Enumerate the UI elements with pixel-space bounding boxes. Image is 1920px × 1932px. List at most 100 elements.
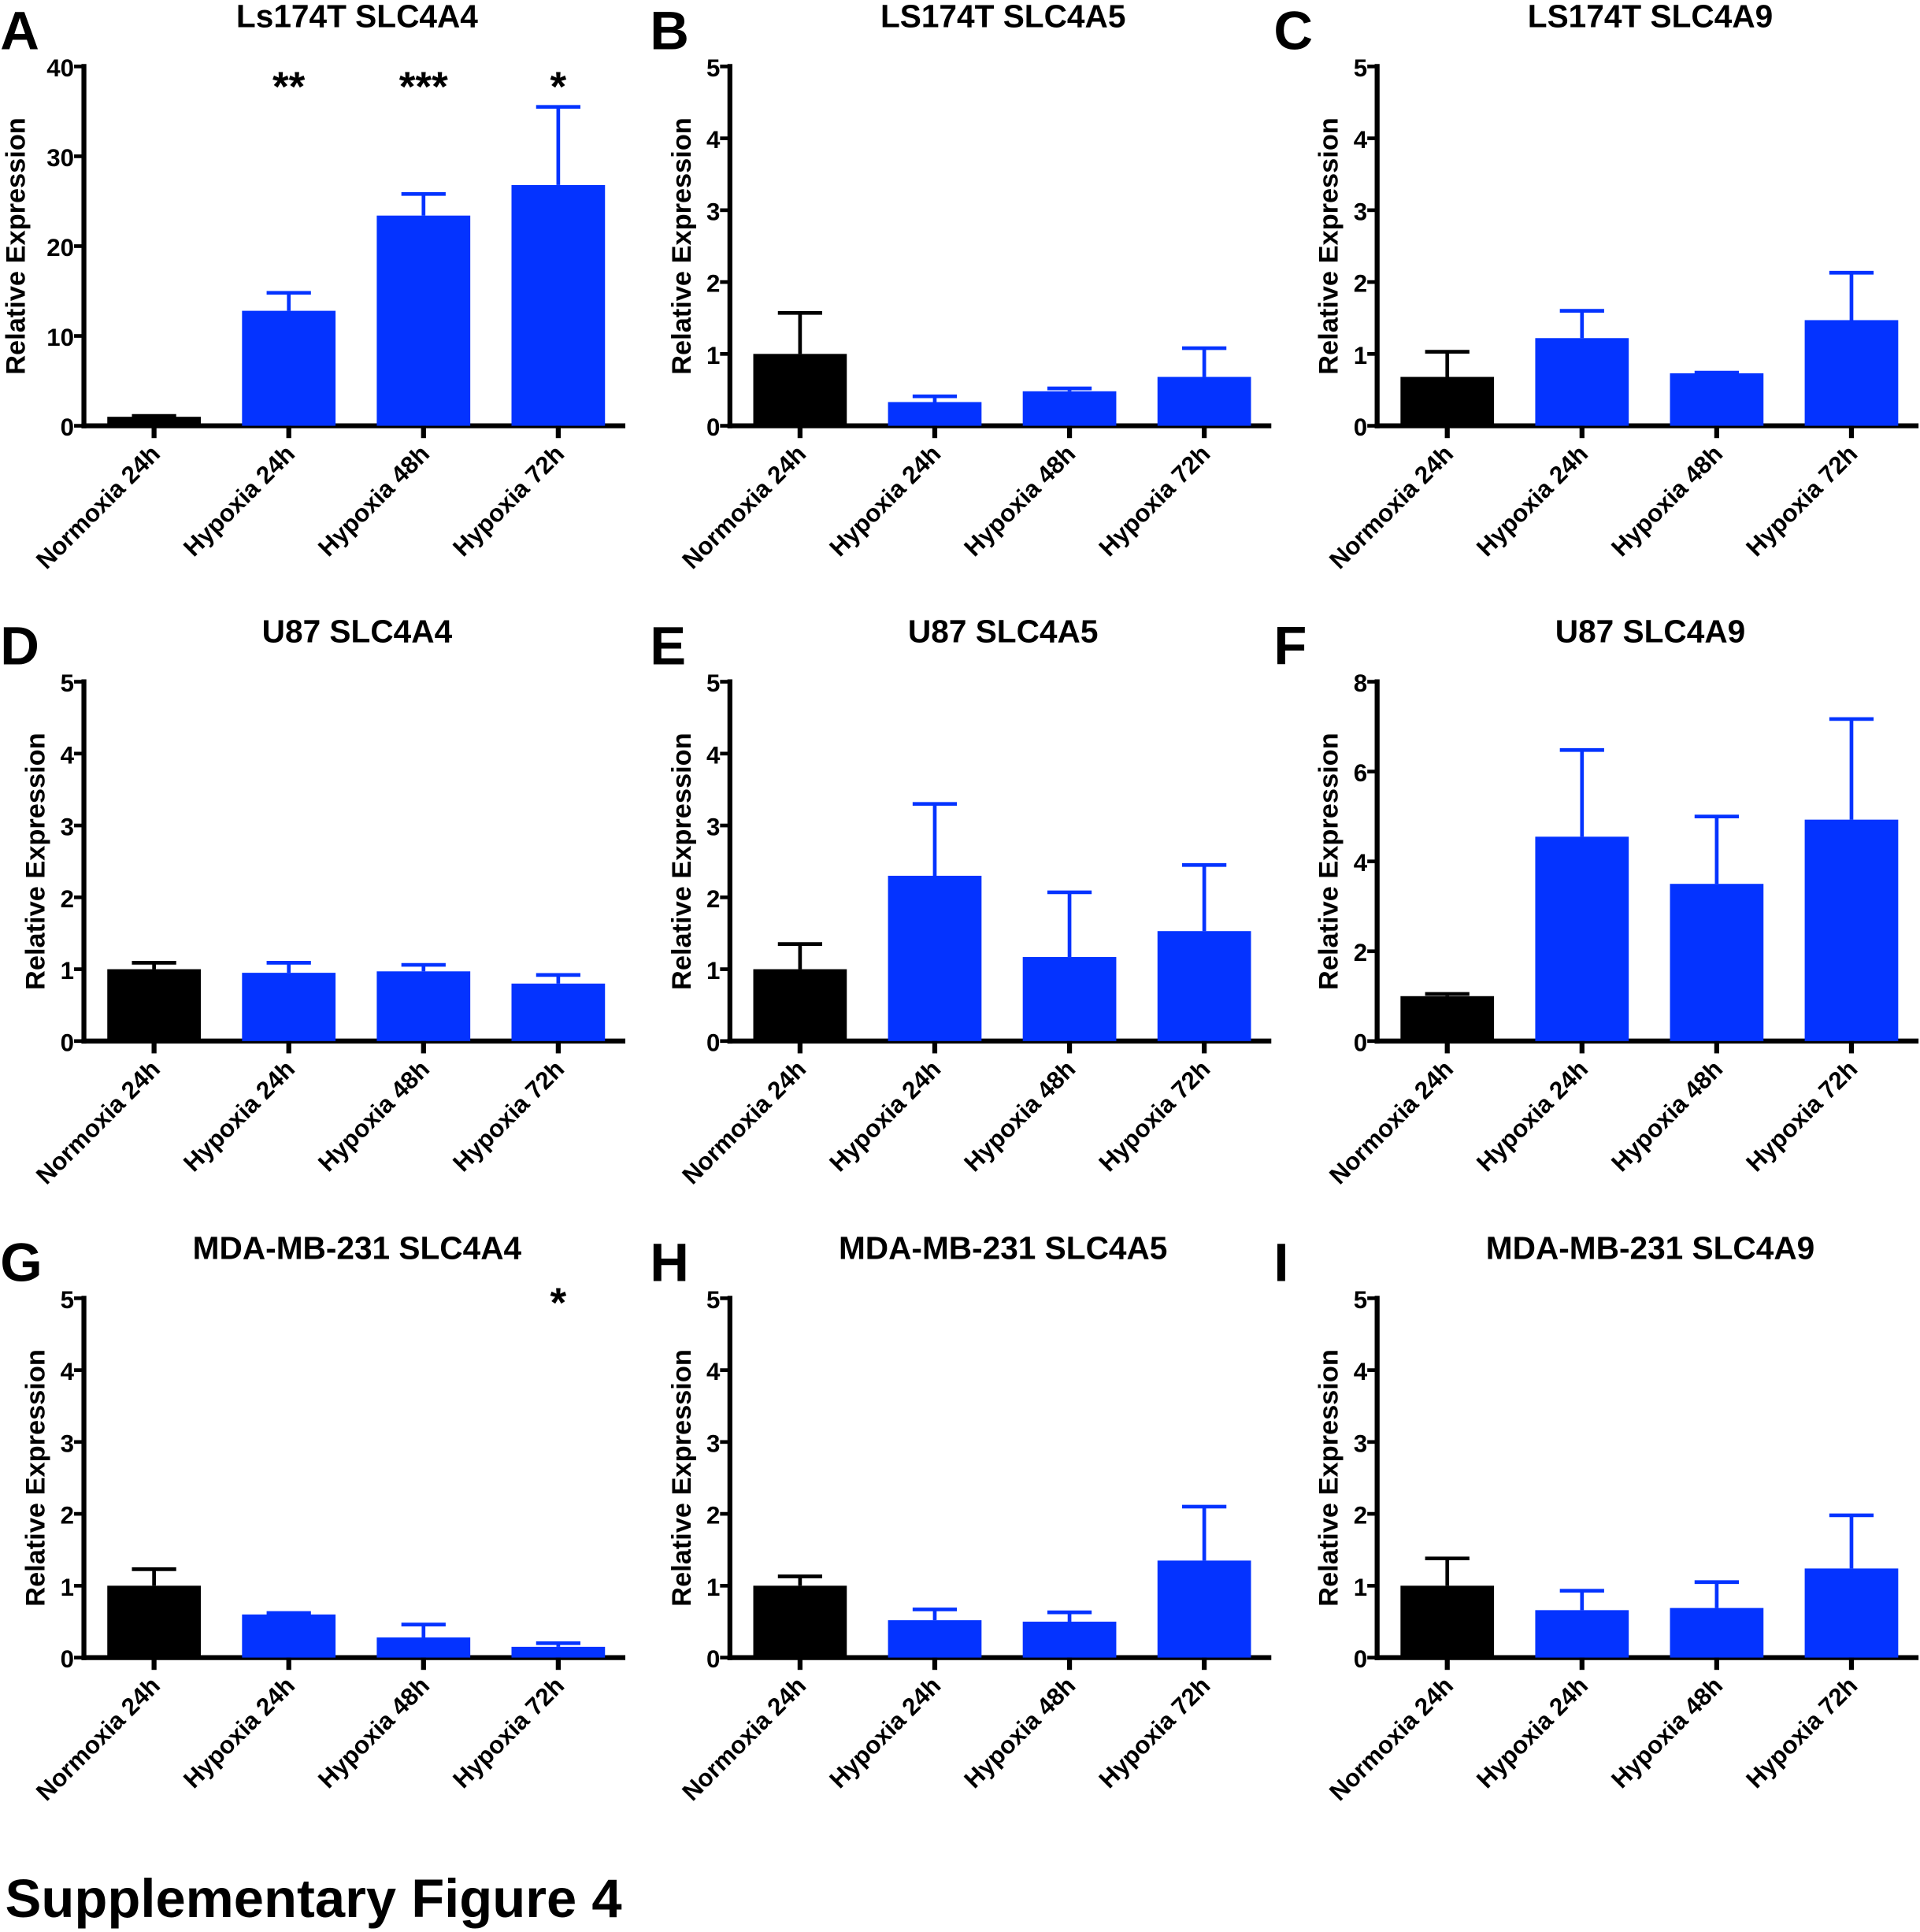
y-tick-label: 6: [1354, 759, 1367, 787]
x-tick-label: Hypoxia 48h: [1606, 1055, 1728, 1177]
bar-hypoxia-72h: [511, 983, 606, 1041]
y-tick-label: 2: [1354, 1502, 1367, 1530]
bar-hypoxia-24h: [1535, 836, 1629, 1041]
y-tick-label: 0: [706, 1645, 720, 1673]
panel-letter: G: [0, 1232, 42, 1292]
y-tick-label: 4: [706, 741, 721, 769]
y-tick-label: 3: [706, 1430, 720, 1457]
y-axis-label: Relative Expression: [1314, 732, 1344, 990]
y-tick-label: 8: [1354, 669, 1367, 697]
y-tick-label: 5: [61, 1286, 74, 1314]
y-axis-label: Relative Expression: [667, 1349, 697, 1607]
y-tick-label: 1: [1354, 342, 1367, 369]
x-tick-label: Normoxia 24h: [31, 439, 165, 574]
bar-hypoxia-72h: [1804, 320, 1899, 426]
x-tick-label: Hypoxia 24h: [824, 1671, 946, 1793]
bar-normoxia-24h: [1400, 376, 1495, 426]
bar-normoxia-24h: [1400, 996, 1495, 1041]
y-tick-label: 0: [1354, 1645, 1367, 1673]
bar-hypoxia-48h: [1022, 391, 1117, 426]
y-axis-label: Relative Expression: [667, 732, 697, 990]
y-tick-label: 0: [706, 413, 720, 441]
bar-hypoxia-48h: [376, 215, 471, 426]
y-tick-label: 3: [706, 814, 720, 841]
y-tick-label: 0: [706, 1029, 720, 1056]
bar-normoxia-24h: [753, 354, 847, 426]
significance-marker: **: [272, 64, 306, 110]
y-tick-label: 5: [706, 669, 720, 697]
y-tick-label: 4: [706, 1358, 721, 1385]
x-tick-label: Hypoxia 72h: [447, 439, 569, 562]
chart-title: U87 SLC4A4: [262, 614, 453, 650]
panel-g: G MDA-MB-231 SLC4A4 Relative Expression 0 1 2…: [0, 1229, 626, 1806]
bar-hypoxia-72h: [1157, 376, 1251, 426]
x-tick-label: Hypoxia 72h: [447, 1671, 569, 1793]
y-tick-label: 30: [46, 144, 74, 172]
significance-marker: *: [550, 64, 567, 110]
bar-hypoxia-48h: [376, 971, 471, 1041]
bar-hypoxia-72h: [511, 184, 606, 426]
significance-marker: ***: [399, 64, 448, 110]
y-tick-label: 2: [61, 885, 74, 913]
panel-letter: F: [1273, 616, 1307, 677]
chart-title: U87 SLC4A9: [1555, 614, 1746, 650]
y-tick-label: 4: [706, 126, 721, 154]
panel-letter: I: [1273, 1232, 1288, 1292]
y-axis-label: Relative Expression: [1314, 1349, 1344, 1607]
x-tick-label: Hypoxia 72h: [1094, 439, 1216, 562]
x-tick-label: Hypoxia 24h: [1471, 1671, 1593, 1793]
x-tick-label: Hypoxia 48h: [959, 439, 1081, 562]
bar-normoxia-24h: [1400, 1585, 1495, 1658]
y-tick-label: 10: [46, 324, 74, 351]
bar-hypoxia-24h: [888, 402, 982, 426]
y-tick-label: 1: [61, 957, 74, 985]
bar-hypoxia-24h: [1535, 1610, 1629, 1658]
x-tick-label: Hypoxia 24h: [824, 1055, 946, 1177]
x-tick-label: Hypoxia 24h: [1471, 1055, 1593, 1177]
x-tick-label: Hypoxia 72h: [1740, 1055, 1863, 1177]
x-tick-label: Normoxia 24h: [31, 1671, 165, 1806]
x-tick-label: Hypoxia 48h: [313, 1055, 435, 1177]
y-tick-label: 20: [46, 234, 74, 261]
y-tick-label: 2: [706, 270, 720, 298]
y-tick-label: 3: [706, 198, 720, 225]
x-tick-label: Hypoxia 72h: [1094, 1671, 1216, 1793]
x-tick-label: Hypoxia 48h: [1606, 1671, 1728, 1793]
panel-letter: D: [0, 616, 39, 677]
x-tick-label: Normoxia 24h: [676, 1671, 811, 1806]
y-tick-label: 40: [46, 54, 74, 82]
panel-b: B LS174T SLC4A5 Relative Expression 0 1 2 3 4 5 N…: [650, 0, 1272, 574]
x-tick-label: Hypoxia 24h: [178, 1671, 300, 1793]
y-tick-label: 1: [706, 1574, 720, 1601]
y-tick-label: 5: [706, 54, 720, 82]
y-axis-label: Relative Expression: [21, 732, 51, 990]
y-tick-label: 0: [61, 413, 74, 441]
y-tick-label: 5: [1354, 54, 1367, 82]
chart-title: MDA-MB-231 SLC4A4: [193, 1229, 522, 1266]
x-tick-label: Normoxia 24h: [1324, 439, 1459, 574]
y-axis-label: Relative Expression: [667, 117, 697, 375]
bar-hypoxia-48h: [1022, 1621, 1117, 1658]
y-tick-label: 2: [706, 885, 720, 913]
bar-normoxia-24h: [753, 969, 847, 1041]
x-tick-label: Hypoxia 72h: [1740, 439, 1863, 562]
bar-hypoxia-24h: [1535, 338, 1629, 426]
panel-f: F U87 SLC4A9 Relative Expression 0 2 4 6 8 Normo…: [1273, 614, 1919, 1190]
y-tick-label: 0: [61, 1645, 74, 1673]
bar-hypoxia-72h: [1804, 819, 1899, 1041]
panel-letter: A: [0, 0, 39, 61]
x-tick-label: Hypoxia 24h: [1471, 439, 1593, 562]
y-tick-label: 1: [706, 342, 720, 369]
y-tick-label: 3: [1354, 1430, 1367, 1457]
bar-hypoxia-24h: [242, 1614, 336, 1658]
x-tick-label: Hypoxia 72h: [447, 1055, 569, 1177]
panel-letter: H: [650, 1232, 689, 1292]
x-tick-label: Hypoxia 72h: [1094, 1055, 1216, 1177]
bar-hypoxia-48h: [1670, 884, 1764, 1041]
bar-hypoxia-48h: [1670, 373, 1764, 426]
y-tick-label: 4: [1354, 1358, 1368, 1385]
bar-hypoxia-72h: [1157, 931, 1251, 1041]
panel-d: D U87 SLC4A4 Relative Expression 0 1 2 3 4 5 Norm…: [0, 614, 626, 1189]
y-tick-label: 2: [706, 1502, 720, 1530]
x-tick-label: Normoxia 24h: [1324, 1055, 1459, 1190]
